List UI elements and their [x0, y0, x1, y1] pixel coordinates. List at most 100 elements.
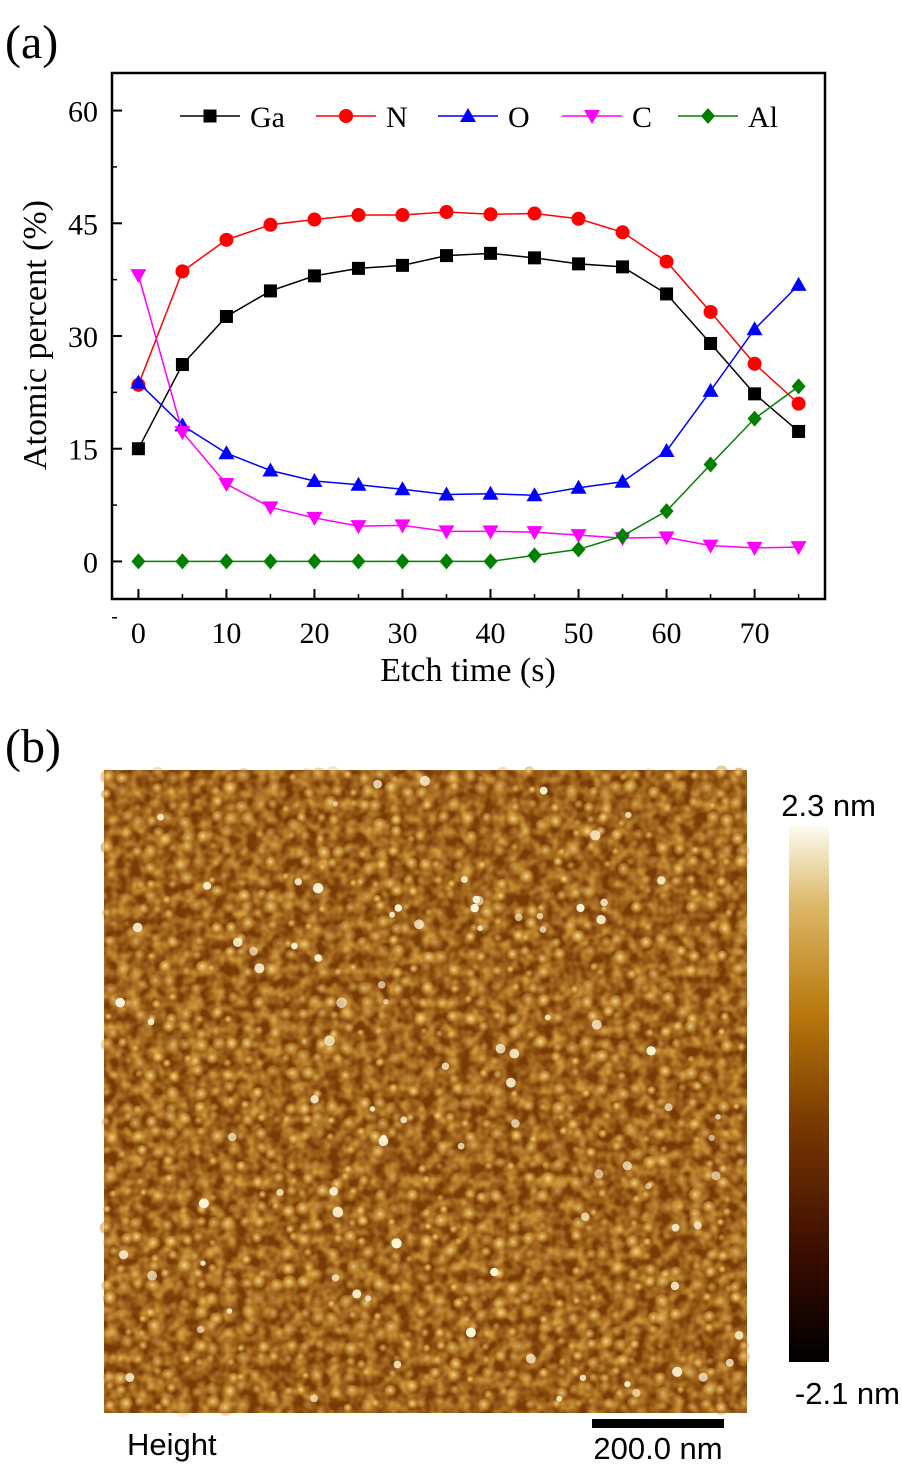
data-point-o: [526, 487, 543, 502]
data-point-al: [571, 541, 586, 558]
plot-frame: [110, 71, 827, 601]
data-point-n: [571, 211, 586, 226]
data-point-n: [747, 356, 762, 371]
data-point-o: [658, 442, 675, 457]
x-tick-label: 20: [299, 617, 329, 650]
legend-marker: [584, 110, 600, 124]
series-line-o: [137, 284, 800, 497]
height-label: Height: [127, 1427, 217, 1462]
series-line-ga: [137, 252, 800, 450]
legend-label: C: [632, 101, 652, 134]
legend-item-c: C: [562, 101, 652, 134]
data-point-ga: [131, 442, 145, 456]
data-point-al: [659, 503, 674, 520]
data-point-ga: [616, 260, 630, 274]
legend-item-o: O: [438, 101, 530, 134]
y-tick-label: 45: [68, 208, 98, 241]
legend-item-n: N: [316, 101, 408, 134]
x-tick-label: 60: [652, 617, 682, 650]
panel-b: (b) 2.3 nm -2.1 nm Height 200.0 nm: [5, 720, 900, 1466]
data-point-al: [747, 410, 762, 427]
data-point-c: [174, 426, 191, 441]
data-point-c: [526, 526, 543, 541]
data-point-c: [262, 501, 279, 516]
data-point-n: [439, 205, 454, 220]
data-point-o: [350, 476, 367, 491]
data-point-c: [702, 539, 719, 554]
data-point-o: [130, 374, 147, 389]
data-point-c: [130, 269, 147, 284]
data-point-c: [218, 478, 235, 493]
data-point-al: [703, 456, 718, 473]
data-point-ga: [572, 257, 586, 271]
data-point-n: [527, 206, 542, 221]
data-point-al: [131, 553, 146, 570]
data-point-n: [703, 304, 718, 319]
data-point-c: [394, 519, 411, 534]
scale-bar-label: 200.0 nm: [593, 1431, 722, 1466]
data-point-n: [659, 254, 674, 269]
x-tick-label: 70: [740, 617, 770, 650]
series-line-al: [138, 385, 800, 563]
series-ga: [131, 246, 806, 456]
data-point-o: [306, 473, 323, 488]
legend-item-al: Al: [678, 101, 778, 134]
series-c: [130, 269, 807, 556]
data-point-n: [219, 232, 234, 247]
data-point-n: [175, 264, 190, 279]
data-point-al: [307, 553, 322, 570]
data-point-c: [746, 541, 763, 556]
y-tick-label: 0: [83, 546, 98, 579]
legend-label: N: [386, 101, 408, 134]
x-axis-label: Etch time (s): [380, 652, 556, 689]
x-tick-label: 30: [387, 617, 417, 650]
data-point-c: [350, 520, 367, 535]
data-point-n: [307, 212, 322, 227]
data-point-n: [395, 208, 410, 223]
data-point-al: [791, 378, 806, 395]
data-point-o: [570, 479, 587, 494]
data-point-al: [263, 553, 278, 570]
data-point-o: [218, 445, 235, 460]
y-tick-label: 30: [68, 321, 98, 354]
data-point-n: [483, 207, 498, 222]
data-point-ga: [395, 258, 409, 272]
data-point-ga: [660, 287, 674, 301]
y-tick-label: 15: [68, 434, 98, 467]
panel-a: (a) 0 15 30 45 60 0 10 20 30 40 50 60 70 Ga N O C Al Et…: [5, 16, 827, 689]
colorbar-min-label: -2.1 nm: [795, 1376, 900, 1411]
series-layer: [130, 205, 807, 570]
legend-item-ga: Ga: [180, 101, 285, 134]
series-line-c: [137, 274, 799, 549]
data-point-ga: [219, 309, 233, 323]
x-tick-label: 50: [564, 617, 594, 650]
legend-label: O: [508, 101, 530, 134]
data-point-ga: [748, 387, 762, 401]
legend-marker: [701, 108, 715, 124]
colorbar: [789, 826, 829, 1362]
data-point-al: [351, 553, 366, 570]
legend-marker: [339, 109, 353, 123]
data-point-c: [438, 525, 455, 540]
data-point-o: [394, 481, 411, 496]
y-tick-label: 60: [68, 96, 98, 129]
x-tick-label: 40: [476, 617, 506, 650]
data-point-ga: [704, 337, 718, 351]
data-point-n: [351, 208, 366, 223]
afm-height-map: [99, 765, 751, 1419]
series-line-n: [137, 211, 800, 405]
data-point-ga: [175, 358, 189, 372]
data-point-al: [615, 527, 630, 544]
data-point-ga: [792, 424, 806, 438]
data-point-ga: [484, 246, 498, 260]
panel-a-label: (a): [5, 16, 58, 69]
scale-bar: [592, 1419, 724, 1428]
data-point-c: [570, 529, 587, 544]
data-point-ga: [263, 284, 277, 298]
data-point-o: [438, 486, 455, 501]
x-axis: 0 10 20 30 40 50 60 70: [131, 589, 800, 650]
colorbar-max-label: 2.3 nm: [781, 788, 876, 823]
data-point-o: [790, 276, 807, 291]
data-point-ga: [351, 261, 365, 275]
